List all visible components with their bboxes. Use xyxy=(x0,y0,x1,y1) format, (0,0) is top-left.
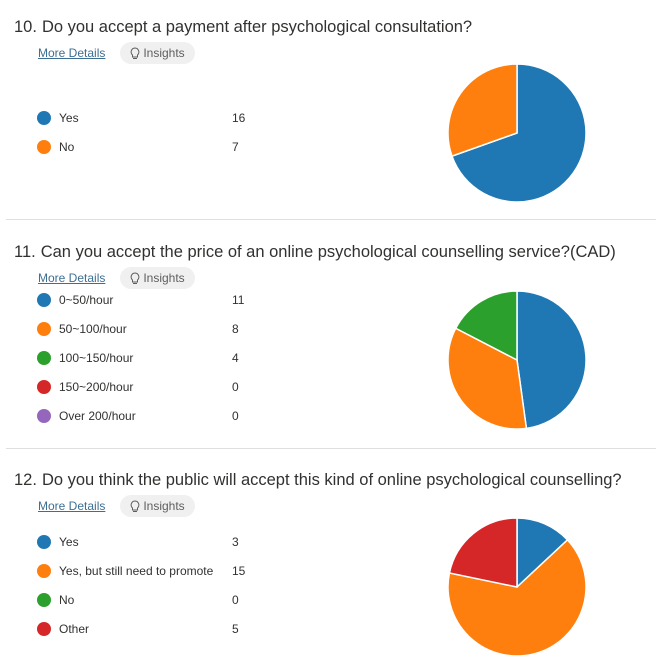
legend-count: 0 xyxy=(232,593,239,607)
legend-swatch xyxy=(37,564,51,578)
legend-swatch xyxy=(37,140,51,154)
legend-swatch xyxy=(37,380,51,394)
legend-label: Yes, but still need to promote xyxy=(59,564,214,578)
lightbulb-icon xyxy=(130,499,140,512)
legend-count: 4 xyxy=(232,351,239,365)
pie-slice-yes-but-still-need-to-promote[interactable] xyxy=(447,538,587,657)
question-title: 12. Do you think the public will accept t… xyxy=(14,471,622,490)
question-title: 11. Can you accept the price of an online… xyxy=(14,243,616,262)
legend-label: Over 200/hour xyxy=(59,409,136,423)
question-title: 10. Do you accept a payment after psychol… xyxy=(14,18,472,37)
question-11: 11. Can you accept the price of an online… xyxy=(0,243,656,448)
question-12: 12. Do you think the public will accept t… xyxy=(0,471,656,671)
legend-count: 0 xyxy=(232,409,239,423)
legend-swatch xyxy=(37,351,51,365)
divider xyxy=(6,219,656,220)
pie-slice-100-150-hour[interactable] xyxy=(454,290,518,362)
legend-item: Over 200/hour 0 xyxy=(37,407,277,425)
legend-swatch xyxy=(37,293,51,307)
legend-label: 50~100/hour xyxy=(59,322,127,336)
legend-item: Other 5 xyxy=(37,620,277,638)
more-details-link[interactable]: More Details xyxy=(38,46,106,60)
legend-label: No xyxy=(59,140,75,154)
legend-count: 11 xyxy=(232,293,245,307)
legend-item: 100~150/hour 4 xyxy=(37,349,277,367)
insights-button[interactable]: Insights xyxy=(120,267,195,289)
legend-label: 0~50/hour xyxy=(59,293,114,307)
legend-item: No 0 xyxy=(37,591,277,609)
question-number: 11. xyxy=(14,243,36,261)
lightbulb-icon xyxy=(130,46,140,59)
legend-swatch xyxy=(37,593,51,607)
legend-label: 100~150/hour xyxy=(59,351,134,365)
legend-swatch xyxy=(37,535,51,549)
legend-item: 0~50/hour 11 xyxy=(37,291,277,309)
legend-label: No xyxy=(59,593,75,607)
legend-item: Yes 16 xyxy=(37,109,277,127)
question-text: Do you accept a payment after psychologi… xyxy=(41,18,473,36)
legend-label: Yes xyxy=(59,111,79,125)
pie-chart xyxy=(447,517,587,657)
insights-label: Insights xyxy=(143,46,185,60)
pie-slice-50-100-hour[interactable] xyxy=(447,327,528,430)
legend-count: 0 xyxy=(232,380,239,394)
legend-count: 5 xyxy=(232,622,239,636)
question-number: 10. xyxy=(14,18,37,36)
legend-swatch xyxy=(37,111,51,125)
pie-slice-0-50-hour[interactable] xyxy=(516,290,587,430)
pie-slice-no[interactable] xyxy=(447,63,518,158)
legend-item: Yes, but still need to promote 15 xyxy=(37,562,277,580)
legend-label: Other xyxy=(59,622,90,636)
legend-swatch xyxy=(37,622,51,636)
more-details-link[interactable]: More Details xyxy=(38,499,106,513)
legend-count: 3 xyxy=(232,535,239,549)
legend-count: 16 xyxy=(232,111,246,125)
legend-item: No 7 xyxy=(37,138,277,156)
pie-slice-yes[interactable] xyxy=(451,63,587,203)
insights-button[interactable]: Insights xyxy=(120,42,195,64)
pie-chart xyxy=(447,290,587,430)
question-text: Do you think the public will accept this… xyxy=(41,471,622,489)
pie-slice-yes[interactable] xyxy=(516,517,569,589)
legend-count: 15 xyxy=(232,564,246,578)
lightbulb-icon xyxy=(130,271,140,284)
more-details-link[interactable]: More Details xyxy=(38,271,106,285)
divider xyxy=(6,448,656,449)
question-text: Can you accept the price of an online ps… xyxy=(40,243,616,261)
legend-item: 50~100/hour 8 xyxy=(37,320,277,338)
legend-label: 150~200/hour xyxy=(59,380,134,394)
legend-swatch xyxy=(37,322,51,336)
legend-swatch xyxy=(37,409,51,423)
question-10: 10. Do you accept a payment after psychol… xyxy=(0,18,656,218)
question-number: 12. xyxy=(14,471,37,489)
insights-label: Insights xyxy=(143,271,185,285)
legend-label: Yes xyxy=(59,535,79,549)
pie-slice-other[interactable] xyxy=(448,517,518,588)
legend-item: 150~200/hour 0 xyxy=(37,378,277,396)
pie-chart xyxy=(447,63,587,203)
legend-item: Yes 3 xyxy=(37,533,277,551)
legend-count: 8 xyxy=(232,322,239,336)
insights-label: Insights xyxy=(143,499,185,513)
insights-button[interactable]: Insights xyxy=(120,495,195,517)
legend-count: 7 xyxy=(232,140,239,154)
